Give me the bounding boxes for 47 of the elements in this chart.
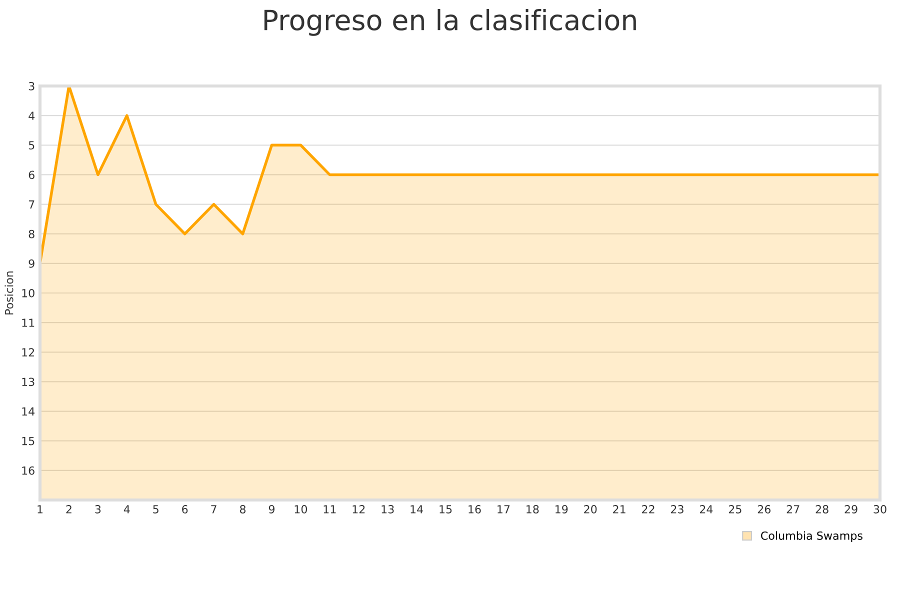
- legend-label: Columbia Swamps: [761, 531, 862, 542]
- x-tick-label: 9: [268, 505, 274, 514]
- y-tick-label: 9: [28, 259, 34, 268]
- x-tick-label: 2: [66, 505, 72, 514]
- x-tick-label: 11: [324, 505, 336, 514]
- x-tick-label: 17: [498, 505, 510, 514]
- x-tick-label: 30: [874, 505, 886, 514]
- x-tick-label: 22: [642, 505, 654, 514]
- x-tick-label: 6: [182, 505, 188, 514]
- x-tick-label: 14: [410, 505, 423, 514]
- x-tick-label: 5: [153, 505, 158, 514]
- x-tick-label: 13: [382, 505, 394, 514]
- y-tick-label: 10: [22, 288, 34, 298]
- x-tick-label: 26: [758, 505, 771, 514]
- y-tick-label: 13: [22, 378, 34, 386]
- y-tick-label: 11: [22, 318, 34, 327]
- x-tick-label: 24: [700, 505, 713, 514]
- x-tick-label: 7: [211, 505, 216, 514]
- y-tick-label: 12: [22, 348, 34, 356]
- x-tick-label: 4: [124, 505, 130, 514]
- x-tick-label: 8: [240, 505, 246, 514]
- x-tick-label: 21: [613, 505, 626, 514]
- y-tick-label: 6: [28, 170, 34, 180]
- y-tick-label: 4: [28, 112, 35, 120]
- x-tick-label: 27: [786, 505, 800, 514]
- y-tick-label: 8: [28, 230, 34, 238]
- x-tick-label: 19: [556, 505, 568, 514]
- x-tick-label: 16: [468, 505, 481, 514]
- x-tick-label: 29: [844, 505, 858, 514]
- y-tick-label: 16: [22, 466, 34, 475]
- y-tick-label: 7: [28, 200, 34, 209]
- x-tick-label: 18: [526, 505, 539, 514]
- x-tick-label: 20: [584, 505, 597, 514]
- x-tick-label: 3: [95, 505, 101, 514]
- x-tick-label: 12: [352, 505, 365, 514]
- x-tick-label: 28: [816, 505, 828, 514]
- x-tick-label: 23: [670, 505, 684, 514]
- y-tick-label: 14: [22, 407, 35, 416]
- y-tick-label: 3: [28, 82, 34, 90]
- x-tick-label: 1: [38, 505, 43, 514]
- x-tick-label: 25: [728, 505, 742, 514]
- x-tick-label: 15: [440, 505, 452, 514]
- y-tick-label: 5: [28, 141, 34, 150]
- x-tick-label: 10: [294, 505, 308, 514]
- chart-title: Progreso en la clasificacion: [264, 9, 636, 36]
- y-axis-title: Posicion: [4, 271, 14, 314]
- y-tick-label: 15: [22, 436, 34, 446]
